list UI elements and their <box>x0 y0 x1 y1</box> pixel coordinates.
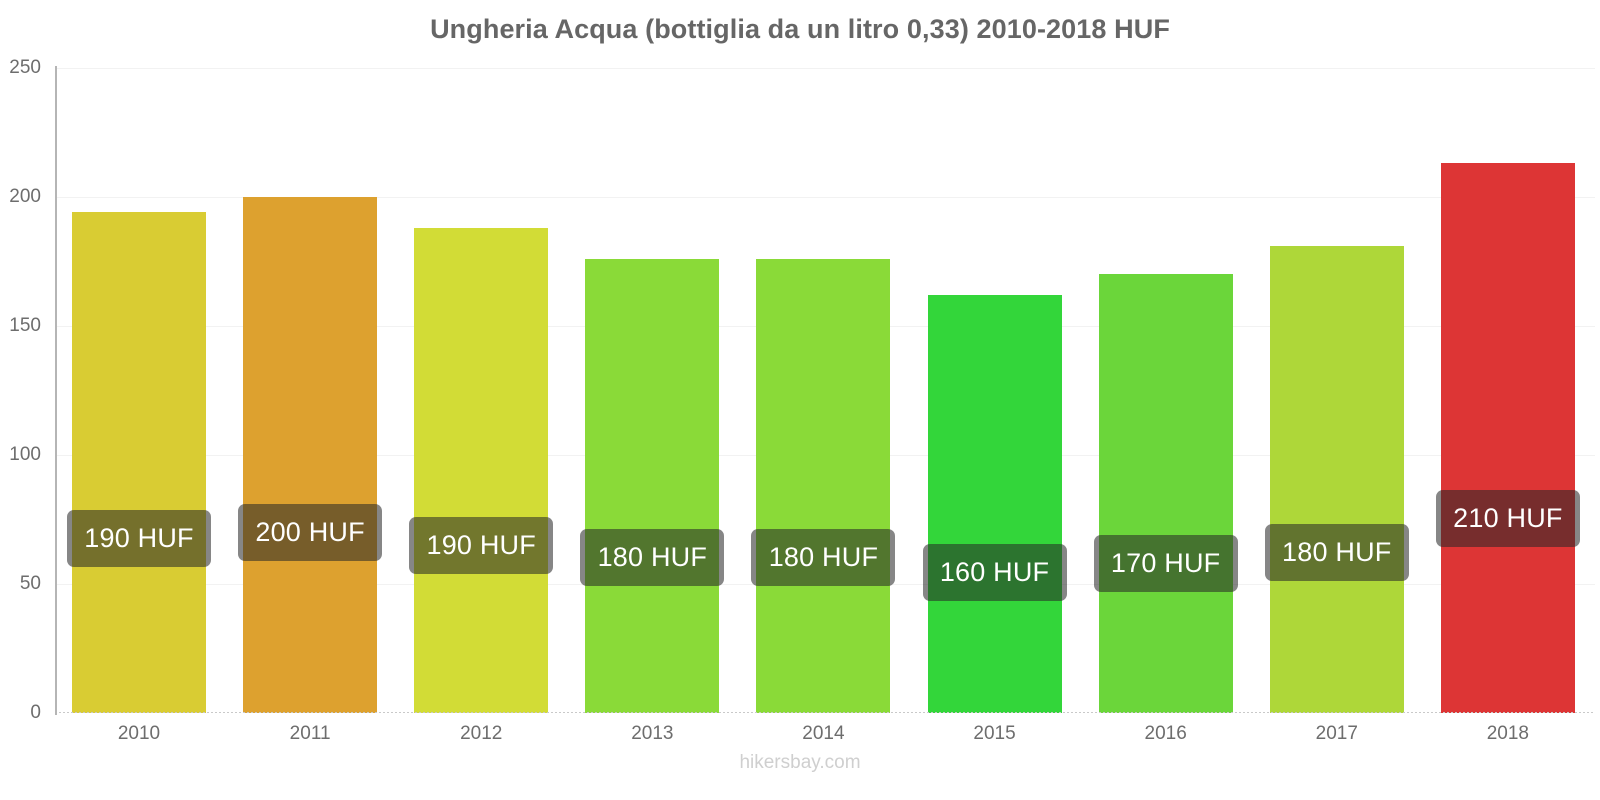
bar[interactable] <box>756 258 891 713</box>
gridline <box>55 68 1595 69</box>
x-axis-tick-label: 2011 <box>289 723 331 744</box>
bar-value-label: 170 HUF <box>1093 535 1238 593</box>
bar-value-label: 180 HUF <box>1264 523 1409 581</box>
y-axis-tick-label: 50 <box>19 573 41 594</box>
bar-value-label: 200 HUF <box>238 504 383 562</box>
bar[interactable] <box>243 197 378 713</box>
bar-value-label: 160 HUF <box>922 543 1067 601</box>
x-axis-tick-label: 2010 <box>117 723 161 744</box>
y-axis-tick-label: 200 <box>9 186 41 207</box>
gridline <box>55 197 1595 198</box>
bar[interactable] <box>1098 274 1233 713</box>
plot-area: 190 HUF 200 HUF 190 HUF 180 HUF 180 HUF 160 H… <box>9 57 1595 744</box>
bar[interactable] <box>72 212 206 713</box>
x-axis-tick-label: 2013 <box>631 723 674 744</box>
y-axis-tick-label: 100 <box>9 444 41 465</box>
y-axis-line <box>55 66 57 715</box>
x-axis-tick-label: 2016 <box>1144 723 1187 744</box>
chart-title: Ungheria Acqua (bottiglia da un litro 0,… <box>430 14 1170 44</box>
y-axis-tick-label: 250 <box>9 57 41 78</box>
bar-value-label: 190 HUF <box>67 510 211 568</box>
bar-value-label: 180 HUF <box>751 529 896 587</box>
bar[interactable] <box>1440 163 1575 713</box>
bar[interactable] <box>927 295 1062 713</box>
y-axis-tick-label: 0 <box>30 702 41 723</box>
x-axis-tick-label: 2014 <box>802 723 845 744</box>
watermark: hikersbay.com <box>739 752 861 773</box>
x-axis-tick-label: 2017 <box>1315 723 1358 744</box>
x-axis-tick-label: 2015 <box>973 723 1016 744</box>
x-axis-tick-label: 2012 <box>460 723 503 744</box>
y-axis-tick-label: 150 <box>9 315 41 336</box>
bar[interactable] <box>1269 246 1404 713</box>
x-axis-baseline <box>55 712 1595 713</box>
bar[interactable] <box>585 258 720 713</box>
bar[interactable] <box>414 227 549 713</box>
bar-value-label: 210 HUF <box>1435 490 1580 548</box>
bar-value-label: 180 HUF <box>580 529 725 587</box>
bar-value-label: 190 HUF <box>409 516 554 574</box>
x-axis-tick-label: 2018 <box>1486 723 1530 744</box>
